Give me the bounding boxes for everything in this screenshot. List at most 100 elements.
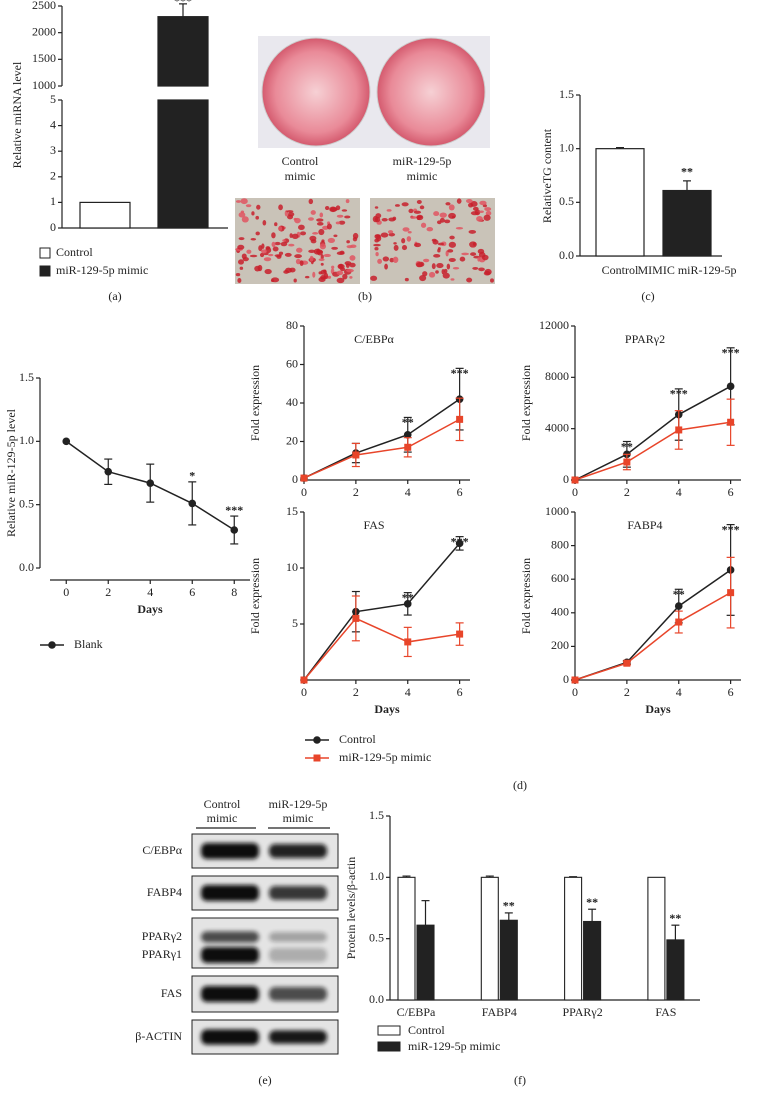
- droplet: [286, 210, 294, 213]
- band: [201, 947, 259, 963]
- y-tick-label: 5: [50, 92, 56, 106]
- y-tick-label: 0.0: [369, 992, 384, 1006]
- droplet: [335, 221, 341, 225]
- y-tick-label: 1000: [545, 504, 569, 518]
- droplet: [436, 220, 442, 225]
- droplet: [346, 245, 353, 249]
- droplet: [320, 262, 324, 266]
- marker: [62, 437, 71, 446]
- droplet: [310, 210, 316, 215]
- droplet: [349, 276, 353, 279]
- marker: [455, 539, 464, 548]
- droplet: [433, 253, 441, 258]
- bar: [79, 201, 131, 229]
- significance: **: [621, 439, 633, 453]
- droplet: [481, 254, 489, 261]
- y-tick-label: 600: [551, 571, 569, 585]
- droplet: [256, 204, 261, 210]
- legend-marker: [313, 736, 321, 744]
- droplet: [308, 217, 314, 221]
- droplet: [447, 249, 454, 253]
- droplet: [336, 270, 344, 276]
- marker: [403, 430, 412, 439]
- y-tick-label: 0.0: [19, 560, 34, 574]
- droplet: [401, 245, 408, 251]
- droplet: [299, 260, 304, 266]
- droplet: [382, 256, 390, 262]
- y-tick-label: 0.5: [369, 930, 384, 944]
- y-tick-label: 0.0: [559, 248, 574, 262]
- droplet: [484, 207, 492, 212]
- droplet: [257, 264, 263, 272]
- droplet: [448, 241, 457, 248]
- blot-row-label: PPARγ1: [142, 947, 182, 961]
- bar: [595, 148, 645, 257]
- marker: [146, 479, 155, 487]
- droplet: [237, 277, 242, 283]
- droplet: [271, 232, 276, 239]
- blot-column-label: mimic: [207, 811, 238, 825]
- droplet: [483, 214, 491, 221]
- marker: [300, 474, 308, 482]
- droplet: [294, 217, 301, 224]
- droplet: [285, 267, 293, 273]
- droplet: [419, 274, 427, 282]
- x-tick-label: 2: [353, 485, 359, 499]
- droplet: [448, 212, 456, 219]
- droplet: [240, 198, 248, 205]
- droplet: [284, 252, 292, 257]
- droplet: [428, 271, 436, 278]
- droplet: [258, 245, 263, 252]
- droplet: [294, 254, 302, 259]
- droplet: [310, 239, 317, 244]
- droplet: [381, 218, 388, 222]
- droplet: [485, 210, 492, 216]
- y-tick-label: 10: [286, 560, 298, 574]
- band: [269, 987, 327, 1001]
- droplet: [426, 227, 434, 232]
- droplet: [316, 248, 321, 255]
- droplet: [476, 215, 483, 222]
- significance: ***: [670, 387, 688, 401]
- bar: [564, 876, 583, 1001]
- droplet: [377, 258, 383, 264]
- droplet: [293, 278, 297, 283]
- droplet: [320, 254, 324, 260]
- legend-marker: [313, 754, 321, 762]
- droplet: [373, 243, 381, 247]
- y-axis-label: RelativeTG content: [540, 128, 554, 223]
- droplet: [352, 236, 358, 242]
- x-tick-label: 0: [63, 585, 69, 599]
- x-tick-label: 2: [353, 685, 359, 699]
- droplet: [433, 211, 440, 217]
- significance: **: [402, 590, 414, 604]
- legend-swatch: [39, 247, 51, 259]
- bar: [583, 920, 602, 1001]
- x-tick-label: FABP4: [482, 1005, 517, 1019]
- y-axis-label: Fold expression: [248, 365, 262, 441]
- significance: **: [402, 415, 414, 429]
- droplet: [392, 256, 399, 263]
- x-tick-label: 6: [457, 685, 463, 699]
- droplet: [401, 202, 409, 207]
- droplet: [465, 199, 473, 204]
- significance: ***: [174, 0, 192, 8]
- chart-title: FAS: [363, 518, 384, 532]
- droplet: [374, 246, 379, 251]
- droplet: [270, 279, 275, 282]
- droplet: [336, 277, 345, 284]
- staining-label: Control: [282, 154, 319, 168]
- droplet: [349, 262, 356, 268]
- droplet: [237, 259, 245, 265]
- droplet: [388, 232, 396, 237]
- series-line: [574, 385, 731, 481]
- y-tick-label: 4: [50, 117, 56, 131]
- droplet: [374, 206, 379, 209]
- droplet: [432, 239, 439, 245]
- chart-title: PPARγ2: [625, 332, 665, 346]
- y-tick-label: 60: [286, 356, 298, 370]
- droplet: [278, 204, 283, 211]
- series-line: [574, 591, 731, 681]
- droplet: [435, 270, 439, 274]
- y-tick-label: 1.5: [559, 87, 574, 101]
